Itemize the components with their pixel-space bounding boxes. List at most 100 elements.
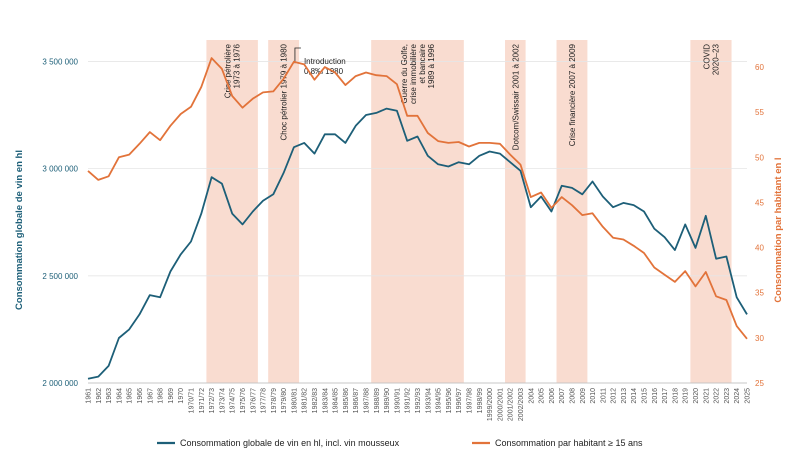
band-label: Dotcom/Swissair 2001 à 2002 bbox=[511, 43, 520, 150]
x-tick-label: 1970 bbox=[178, 388, 185, 404]
x-tick-label: 1996/97 bbox=[456, 388, 463, 413]
x-tick-label: 1973/74 bbox=[219, 388, 226, 413]
x-tick-label: 1975/76 bbox=[240, 388, 247, 413]
x-tick-label: 2005 bbox=[539, 388, 546, 404]
x-tick-label: 1963 bbox=[106, 388, 113, 404]
y-left-ticks: 2 000 000 2 500 000 3 000 000 3 500 000 bbox=[42, 57, 78, 388]
x-tick-label: 2014 bbox=[631, 388, 638, 404]
x-tick-label: 1988/89 bbox=[374, 388, 381, 413]
x-tick-label: 1969 bbox=[168, 388, 175, 404]
x-tick-label: 1976/77 bbox=[250, 388, 257, 413]
legend-label-left-series: Consommation globale de vin en hl, incl.… bbox=[180, 438, 400, 448]
x-tick-label: 2006 bbox=[549, 388, 556, 404]
x-tick-label: 2018 bbox=[672, 388, 679, 404]
y-right-tick-label: 25 bbox=[755, 379, 764, 388]
x-tick-label: 1997/98 bbox=[466, 388, 473, 413]
x-tick-label: 1983/84 bbox=[322, 388, 329, 413]
x-tick-label: 1998/99 bbox=[477, 388, 484, 413]
x-tick-label: 2001/2002 bbox=[508, 388, 515, 421]
x-tick-label: 1966 bbox=[137, 388, 144, 404]
x-tick-label: 2021 bbox=[703, 388, 710, 404]
y-right-tick-label: 35 bbox=[755, 289, 764, 298]
y-left-tick-label: 2 500 000 bbox=[42, 272, 78, 281]
x-tick-label: 2023 bbox=[724, 388, 731, 404]
y-right-axis-title: Consommation par habitant en l bbox=[773, 157, 784, 302]
annotation-line-2: 0,8‰ 1980 bbox=[304, 67, 344, 76]
x-tick-label: 1965 bbox=[127, 388, 134, 404]
legend-label-right-series: Consommation par habitant ≥ 15 ans bbox=[495, 438, 643, 448]
series-line-per-capita bbox=[87, 57, 748, 340]
y-left-tick-label: 3 500 000 bbox=[42, 57, 78, 66]
x-tick-label: 2009 bbox=[580, 388, 587, 404]
x-tick-label: 1993/94 bbox=[425, 388, 432, 413]
x-tick-label: 1984/85 bbox=[333, 388, 340, 413]
x-tick-label: 1962 bbox=[96, 388, 103, 404]
x-tick-label: 1978/79 bbox=[271, 388, 278, 413]
recession-band bbox=[371, 40, 464, 383]
y-right-tick-label: 40 bbox=[755, 244, 764, 253]
x-tick-label: 2000/2001 bbox=[497, 388, 504, 421]
band-label: 2020–23 bbox=[711, 43, 720, 75]
band-label: Crise financière 2007 à 2009 bbox=[568, 43, 577, 146]
x-tick-label: 1961 bbox=[86, 388, 93, 404]
x-tick-label: 1974/75 bbox=[230, 388, 237, 413]
x-tick-label: 1990/91 bbox=[394, 388, 401, 413]
x-tick-label: 1986/87 bbox=[353, 388, 360, 413]
band-label: Guerre du Golfe, bbox=[400, 44, 409, 104]
y-left-tick-label: 3 000 000 bbox=[42, 165, 78, 174]
x-tick-label: 1992/93 bbox=[415, 388, 422, 413]
x-tick-label: 1970/71 bbox=[188, 388, 195, 413]
y-left-tick-label: 2 000 000 bbox=[42, 379, 78, 388]
x-tick-label: 2019 bbox=[683, 388, 690, 404]
x-tick-label: 2025 bbox=[745, 388, 752, 404]
x-tick-label: 1979/80 bbox=[281, 388, 288, 413]
x-tick-label: 1980/81 bbox=[291, 388, 298, 413]
x-tick-label: 1995/96 bbox=[446, 388, 453, 413]
x-tick-label: 2015 bbox=[642, 388, 649, 404]
recession-band bbox=[268, 40, 300, 383]
y-right-tick-label: 60 bbox=[755, 63, 764, 72]
x-tick-label: 2022 bbox=[714, 388, 721, 404]
x-tick-label: 1989/90 bbox=[384, 388, 391, 413]
band-label: 1989 à 1996 bbox=[427, 43, 436, 88]
x-tick-label: 2013 bbox=[621, 388, 628, 404]
annotation-leader bbox=[294, 47, 301, 64]
band-label: Crise pétrolière bbox=[224, 43, 233, 98]
y-right-tick-label: 30 bbox=[755, 334, 764, 343]
recession-band bbox=[690, 40, 732, 383]
x-tick-label: 1987/88 bbox=[364, 388, 371, 413]
x-tick-label: 2024 bbox=[734, 388, 741, 404]
legend: Consommation globale de vin en hl, incl.… bbox=[157, 438, 643, 448]
x-tick-label: 1981/82 bbox=[302, 388, 309, 413]
recession-band bbox=[556, 40, 588, 383]
y-left-axis-title: Consommation globale de vin en hl bbox=[14, 150, 25, 310]
x-tick-label: 1991/92 bbox=[405, 388, 412, 413]
y-right-tick-label: 55 bbox=[755, 108, 764, 117]
annotation-line-1: Introduction bbox=[304, 57, 346, 66]
band-label: Choc pétrolier 1979 à 1980 bbox=[280, 43, 289, 140]
x-tick-label: 1971/72 bbox=[199, 388, 206, 413]
series-lines bbox=[87, 57, 748, 380]
x-tick-label: 2002/2003 bbox=[518, 388, 525, 421]
x-tick-label: 1977/78 bbox=[261, 388, 268, 413]
y-right-tick-label: 50 bbox=[755, 153, 764, 162]
x-tick-label: 2011 bbox=[600, 388, 607, 403]
x-tick-label: 1972/73 bbox=[209, 388, 216, 413]
band-label: 1973 à 1976 bbox=[233, 43, 242, 88]
x-tick-label: 2007 bbox=[559, 388, 566, 404]
grid-lines bbox=[88, 61, 747, 384]
x-tick-label: 1994/95 bbox=[436, 388, 443, 413]
x-tick-label: 1967 bbox=[147, 388, 154, 404]
x-tick-label: 2004 bbox=[528, 388, 535, 404]
x-tick-label: 2012 bbox=[611, 388, 618, 404]
x-tick-label: 2008 bbox=[569, 388, 576, 404]
x-tick-label: 2010 bbox=[590, 388, 597, 404]
series-line-total-consumption bbox=[87, 107, 748, 380]
x-tick-label: 1982/83 bbox=[312, 388, 319, 413]
x-tick-label: 1968 bbox=[158, 388, 165, 404]
band-label: COVID bbox=[702, 44, 711, 70]
x-tick-label: 2017 bbox=[662, 388, 669, 404]
band-label: crise immobilière bbox=[409, 43, 418, 104]
y-right-tick-label: 45 bbox=[755, 198, 764, 207]
